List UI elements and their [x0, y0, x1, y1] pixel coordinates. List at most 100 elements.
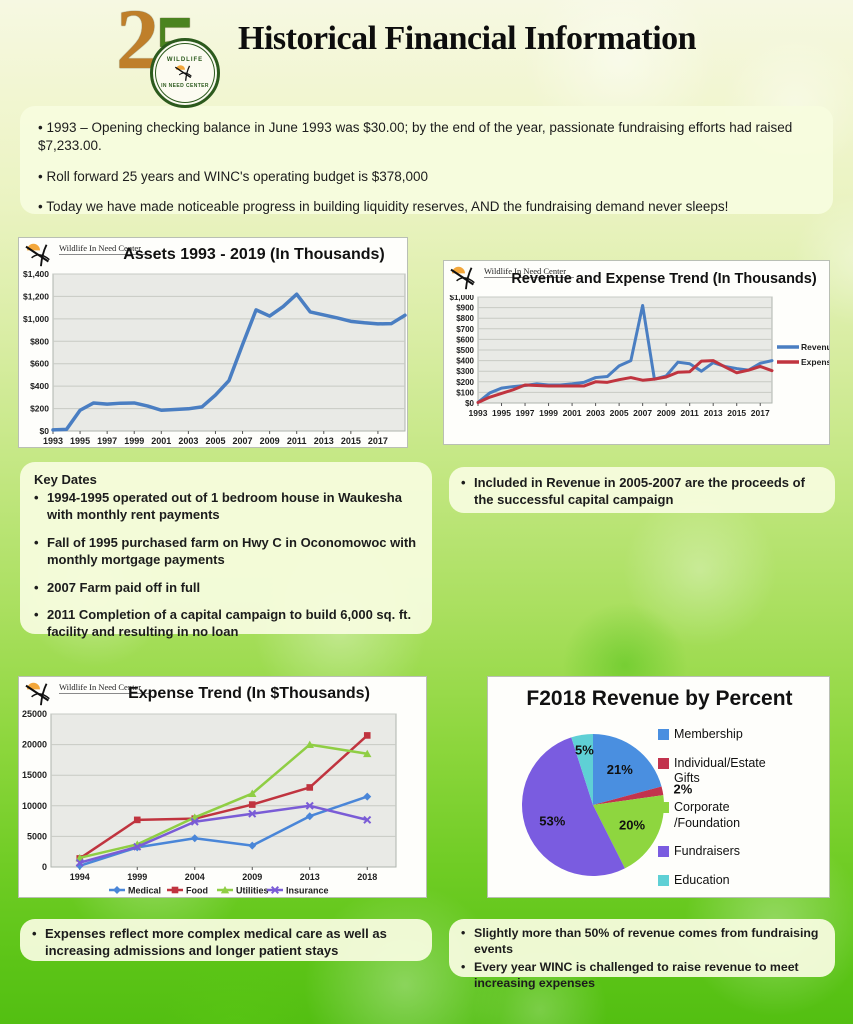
svg-text:1995: 1995: [492, 408, 511, 418]
svg-text:2005: 2005: [205, 436, 225, 446]
legend-label: Corporate /Foundation: [674, 799, 741, 830]
expense-trend-chart-title: Expense Trend (In $Thousands): [128, 685, 370, 702]
svg-text:2009: 2009: [242, 872, 262, 882]
svg-text:$200: $200: [30, 404, 49, 414]
legend-label: Fundraisers: [674, 844, 740, 859]
key-date-item: Fall of 1995 purchased farm on Hwy C in …: [34, 535, 418, 569]
intro-bullet: Today we have made noticeable progress i…: [38, 198, 815, 216]
svg-text:$100: $100: [456, 388, 474, 397]
pie-legend: Membership Individual/Estate Gifts Corpo…: [658, 727, 823, 888]
legend-label: Individual/Estate Gifts: [674, 755, 766, 786]
legend-swatch: [658, 757, 669, 769]
brand-label: Wildlife In Need Center: [484, 266, 575, 278]
legend-label: Education: [674, 872, 730, 887]
svg-text:2003: 2003: [586, 408, 605, 418]
legend-swatch: [658, 729, 669, 740]
svg-text:Medical: Medical: [128, 886, 161, 896]
legend-swatch: [658, 801, 669, 813]
legend-item: Membership: [658, 727, 823, 743]
svg-text:$700: $700: [456, 325, 474, 334]
svg-text:25000: 25000: [22, 709, 47, 719]
intro-bullet: 1993 – Opening checking balance in June …: [38, 119, 815, 155]
svg-text:20000: 20000: [22, 740, 47, 750]
expense-trend-chart-panel: Wildlife In Need Center Expense Trend (I…: [18, 676, 427, 898]
winc-bird-icon: [450, 266, 475, 290]
svg-text:1999: 1999: [539, 408, 558, 418]
brand-label: Wildlife In Need Center: [59, 243, 150, 255]
seal-text-top: WILDLIFE: [166, 57, 204, 63]
svg-text:$600: $600: [30, 359, 49, 369]
svg-text:21%: 21%: [607, 762, 633, 777]
svg-text:2015: 2015: [341, 436, 361, 446]
svg-text:2004: 2004: [185, 872, 205, 882]
svg-text:2017: 2017: [368, 436, 388, 446]
svg-text:2009: 2009: [260, 436, 280, 446]
winc-seal: WILDLIFE IN NEED CENTER: [150, 38, 220, 108]
svg-text:2017: 2017: [751, 408, 770, 418]
svg-text:$800: $800: [456, 314, 474, 323]
svg-text:2007: 2007: [633, 408, 652, 418]
legend-item: Individual/Estate Gifts: [658, 756, 823, 787]
svg-text:2013: 2013: [300, 872, 320, 882]
revenue-expense-chart-panel: Wildlife In Need Center Revenue and Expe…: [443, 260, 830, 445]
revenue-expense-chart-svg: $0 $100$200 $300$400 $500 $600$700 $800$900 $1…: [450, 295, 829, 418]
svg-text:1993: 1993: [469, 408, 488, 418]
key-dates-panel: Key Dates 1994-1995 operated out of 1 be…: [20, 462, 432, 639]
brand-label: Wildlife In Need Center: [59, 682, 150, 694]
svg-text:2011: 2011: [287, 436, 307, 446]
expense-note-panel: Expenses reflect more complex medical ca…: [20, 919, 432, 961]
svg-text:1995: 1995: [70, 436, 90, 446]
svg-text:Food: Food: [186, 886, 208, 896]
svg-text:Insurance: Insurance: [286, 886, 329, 896]
note-bullet: Expenses reflect more complex medical ca…: [32, 926, 420, 960]
svg-text:5%: 5%: [575, 742, 594, 757]
key-date-item: 1994-1995 operated out of 1 bedroom hous…: [34, 490, 418, 524]
svg-text:1994: 1994: [70, 872, 90, 882]
svg-text:0: 0: [42, 862, 47, 872]
svg-text:10000: 10000: [22, 801, 47, 811]
legend-item: Education: [658, 873, 823, 889]
svg-text:20%: 20%: [619, 817, 645, 832]
svg-text:$1,000: $1,000: [450, 295, 475, 302]
svg-text:53%: 53%: [539, 814, 565, 829]
svg-text:$300: $300: [456, 367, 474, 376]
svg-text:$400: $400: [456, 357, 474, 366]
svg-text:Revenue: Revenue: [801, 342, 829, 352]
svg-text:1993: 1993: [43, 436, 63, 446]
svg-text:$600: $600: [456, 335, 474, 344]
svg-text:$500: $500: [456, 346, 474, 355]
seal-text-bottom: IN NEED CENTER: [161, 83, 209, 89]
anniversary-25-logo: 2 5 WILDLIFE IN NEED CENTER: [116, 0, 234, 108]
key-date-item: 2007 Farm paid off in full: [34, 580, 418, 597]
page-title: Historical Financial Information: [238, 20, 697, 57]
svg-text:$0: $0: [40, 426, 50, 436]
svg-text:2007: 2007: [233, 436, 253, 446]
bokeh-circle: [620, 490, 780, 650]
pie-chart-title: F2018 Revenue by Percent: [526, 687, 793, 710]
svg-text:2013: 2013: [314, 436, 334, 446]
svg-text:2%: 2%: [674, 781, 693, 796]
svg-text:1999: 1999: [124, 436, 144, 446]
pie-chart-panel: F2018 Revenue by Percent 21% 2% 20% 53% 5% M…: [487, 676, 830, 898]
note-bullet: Included in Revenue in 2005-2007 are the…: [461, 475, 823, 509]
legend-swatch: [658, 874, 669, 886]
svg-text:15000: 15000: [22, 770, 47, 780]
key-date-item: 2011 Completion of a capital campaign to…: [34, 607, 418, 641]
winc-bird-icon: [25, 682, 50, 706]
svg-text:2015: 2015: [727, 408, 746, 418]
fundraising-notes-panel: Slightly more than 50% of revenue comes …: [449, 919, 835, 990]
svg-text:2009: 2009: [657, 408, 676, 418]
svg-text:$1,000: $1,000: [23, 314, 49, 324]
svg-text:5000: 5000: [27, 831, 47, 841]
svg-text:$0: $0: [465, 399, 474, 408]
svg-text:2013: 2013: [704, 408, 723, 418]
svg-text:Utilities: Utilities: [236, 886, 269, 896]
svg-text:2018: 2018: [357, 872, 377, 882]
svg-text:1997: 1997: [97, 436, 117, 446]
bokeh-circle: [160, 950, 310, 1024]
revenue-expense-chart-title: Revenue and Expense Trend (In Thousands): [511, 271, 817, 287]
legend-item: Fundraisers: [658, 844, 823, 860]
legend-swatch: [658, 846, 669, 858]
note-bullet: Slightly more than 50% of revenue comes …: [461, 926, 823, 958]
expense-trend-chart-svg: 0 5000 10000 15000 20000 25000 1994 1999 2004 200…: [22, 709, 397, 896]
